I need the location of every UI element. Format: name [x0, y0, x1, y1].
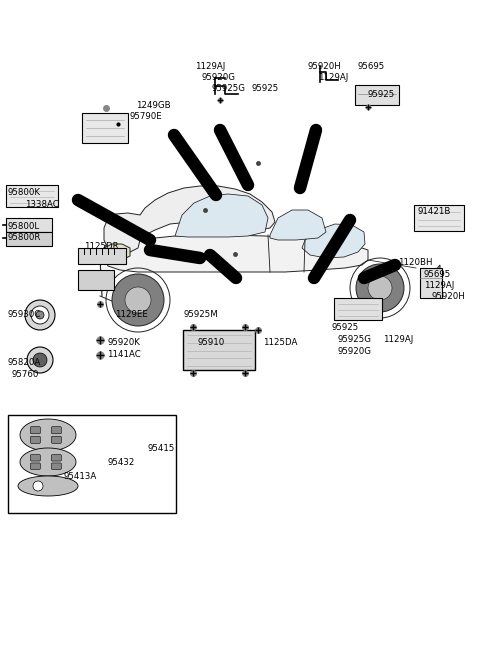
FancyBboxPatch shape [51, 463, 61, 470]
Text: 95925G: 95925G [338, 335, 372, 344]
Polygon shape [18, 476, 78, 496]
Text: 95920G: 95920G [202, 73, 236, 82]
FancyBboxPatch shape [82, 113, 128, 143]
Circle shape [27, 347, 53, 373]
Text: 1129AJ: 1129AJ [318, 73, 348, 82]
Text: 95800K: 95800K [8, 188, 41, 197]
Text: 1249GB: 1249GB [136, 101, 170, 110]
Text: 95920H: 95920H [308, 62, 342, 71]
FancyBboxPatch shape [30, 426, 40, 434]
FancyBboxPatch shape [183, 330, 255, 370]
Text: 95925G: 95925G [212, 84, 246, 93]
Text: 95910: 95910 [197, 338, 224, 347]
Text: 95820A: 95820A [8, 358, 41, 367]
FancyBboxPatch shape [51, 436, 61, 443]
Text: 1129AJ: 1129AJ [383, 335, 413, 344]
Text: 95925: 95925 [252, 84, 279, 93]
Text: 95790E: 95790E [130, 112, 163, 121]
Circle shape [31, 306, 49, 324]
Circle shape [356, 264, 404, 312]
Text: 95800R: 95800R [8, 233, 41, 242]
Text: 95415: 95415 [147, 444, 174, 453]
Text: 95920H: 95920H [432, 292, 466, 301]
Polygon shape [20, 448, 76, 476]
FancyBboxPatch shape [51, 426, 61, 434]
FancyBboxPatch shape [6, 218, 52, 232]
Text: 1129EE: 1129EE [115, 310, 148, 319]
Text: 1141AC: 1141AC [107, 350, 141, 359]
Circle shape [36, 311, 44, 319]
Polygon shape [302, 224, 365, 258]
Text: 95695: 95695 [424, 270, 451, 279]
Circle shape [125, 287, 151, 313]
Polygon shape [270, 210, 326, 240]
FancyBboxPatch shape [78, 270, 114, 290]
Text: 95925: 95925 [332, 323, 359, 332]
FancyBboxPatch shape [78, 248, 126, 264]
FancyBboxPatch shape [30, 455, 40, 461]
Circle shape [33, 481, 43, 491]
FancyBboxPatch shape [6, 185, 58, 207]
Text: 1129AJ: 1129AJ [195, 62, 225, 71]
Text: 95925: 95925 [368, 90, 395, 99]
Circle shape [112, 274, 164, 326]
Text: 1338AC: 1338AC [25, 200, 59, 209]
Text: 95930C: 95930C [8, 310, 41, 319]
FancyBboxPatch shape [6, 232, 52, 246]
FancyBboxPatch shape [8, 415, 176, 513]
Text: 95925M: 95925M [183, 310, 218, 319]
Polygon shape [424, 265, 440, 286]
FancyBboxPatch shape [51, 455, 61, 461]
FancyBboxPatch shape [414, 205, 464, 231]
Text: 1125DA: 1125DA [263, 338, 298, 347]
Text: 95760: 95760 [12, 370, 39, 379]
FancyBboxPatch shape [420, 268, 442, 298]
Text: 95920K: 95920K [107, 338, 140, 347]
Polygon shape [104, 235, 368, 272]
Text: 95413A: 95413A [63, 472, 96, 481]
Polygon shape [100, 244, 130, 260]
Polygon shape [104, 186, 275, 252]
Circle shape [33, 353, 47, 367]
Polygon shape [20, 419, 76, 451]
Text: 1129AJ: 1129AJ [424, 281, 454, 290]
Polygon shape [175, 194, 268, 237]
Circle shape [25, 300, 55, 330]
Text: 95695: 95695 [358, 62, 385, 71]
Text: 1120BH: 1120BH [398, 258, 432, 267]
Text: 1125DR: 1125DR [84, 242, 119, 251]
FancyBboxPatch shape [30, 463, 40, 470]
Text: 95432: 95432 [108, 458, 135, 467]
Text: 95920G: 95920G [338, 347, 372, 356]
Circle shape [368, 276, 392, 300]
Text: 95800L: 95800L [8, 222, 40, 231]
FancyBboxPatch shape [30, 436, 40, 443]
FancyBboxPatch shape [334, 298, 382, 320]
FancyBboxPatch shape [355, 85, 399, 105]
Text: 91421B: 91421B [418, 207, 451, 216]
